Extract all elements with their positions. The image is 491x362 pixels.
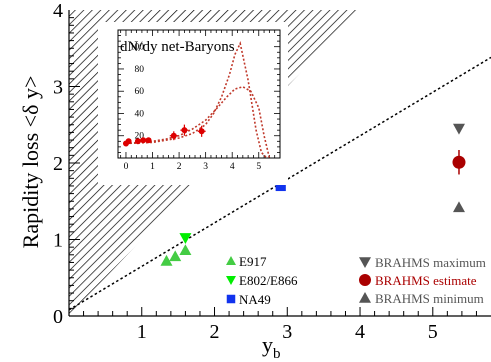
legend-brahms-estimate-marker <box>359 274 371 286</box>
inset-model-curve-1 <box>125 40 268 159</box>
legend-e917-label: E917 <box>239 254 267 269</box>
x-tick-label: 4 <box>355 321 365 343</box>
inset-x-tick-label: 5 <box>256 162 261 172</box>
inset-data-point <box>134 138 141 145</box>
inset-y-tick-label: 100 <box>130 43 145 53</box>
x-tick-label: 5 <box>428 321 438 343</box>
legend-brahms-minimum-marker <box>359 292 371 303</box>
legend-na49-label: NA49 <box>239 292 271 307</box>
legend-brahms-minimum-label: BRAHMS minimum <box>375 291 484 306</box>
legend-brahms-maximum-label: BRAHMS maximum <box>375 255 486 270</box>
inset-data-point <box>170 132 177 139</box>
y-tick-label: 0 <box>53 306 63 328</box>
y-tick-label: 2 <box>53 153 63 175</box>
brahms-minimum-point <box>452 201 465 213</box>
inset-frame <box>117 29 281 159</box>
inset-title: dN/dy net-Baryons <box>120 39 235 55</box>
legend-brahms-estimate-label: BRAHMS estimate <box>375 273 477 288</box>
legend-e802-e866-marker <box>226 276 236 285</box>
legend-e802-e866-label: E802/E866 <box>239 273 298 288</box>
legend-e917-marker <box>226 256 236 265</box>
x-tick-label: 2 <box>210 321 220 343</box>
inset-x-tick-label: 2 <box>177 162 182 172</box>
inset-y-tick-label: 20 <box>135 132 145 142</box>
e917-point <box>169 250 182 262</box>
inset-data-point <box>198 128 205 135</box>
inset-data-point <box>125 138 132 145</box>
legend-brahms-maximum-marker <box>359 257 371 268</box>
inset-x-tick-label: 3 <box>203 162 208 172</box>
brahms-estimate-point <box>452 155 466 169</box>
y-tick-label: 4 <box>53 0 63 22</box>
x-tick-label: 3 <box>282 321 292 343</box>
y-axis-title: Rapidity loss <δ y> <box>18 76 43 249</box>
x-tick-label: 1 <box>137 321 147 343</box>
inset-data-point <box>145 137 152 144</box>
inset-data-point <box>181 127 188 134</box>
legend-na49-marker <box>226 294 236 304</box>
y-tick-label: 1 <box>53 230 63 252</box>
inset-x-tick-label: 0 <box>124 162 129 172</box>
y-tick-label: 3 <box>53 77 63 99</box>
inset-data-point <box>140 137 147 144</box>
inset-model-curve-2 <box>125 85 271 159</box>
na49-point <box>275 180 286 192</box>
e917-point <box>160 254 173 266</box>
e917-point <box>179 244 192 256</box>
brahms-maximum-point <box>452 123 465 135</box>
inset-y-tick-label: 60 <box>135 87 145 97</box>
inset-y-tick-label: 80 <box>135 65 145 75</box>
inset-y-tick-label: 40 <box>135 109 145 119</box>
x-axis-title: yb <box>262 332 281 362</box>
inset-x-tick-label: 4 <box>230 162 235 172</box>
e802-e866-point <box>179 233 192 244</box>
inset-x-tick-label: 1 <box>150 162 155 172</box>
